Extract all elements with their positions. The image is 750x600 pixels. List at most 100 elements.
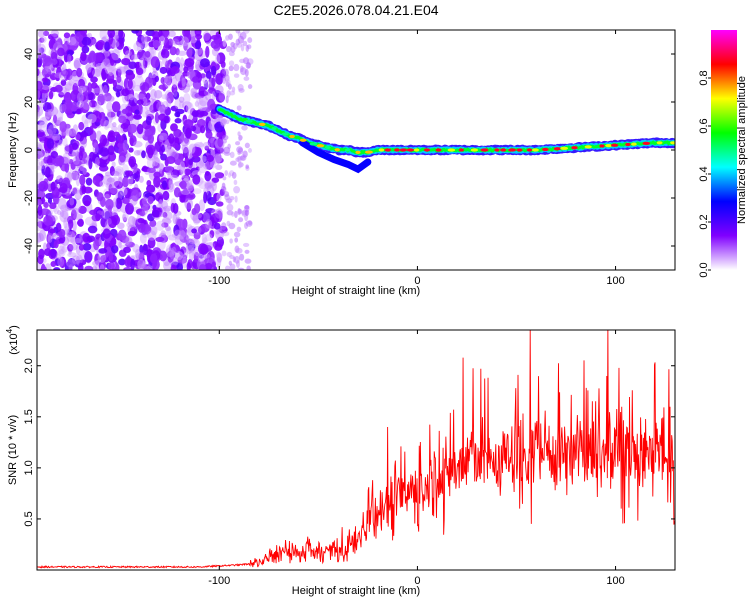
spectrogram-noise-cell [99, 264, 105, 270]
spectrogram-noise-cell [92, 260, 100, 267]
spectrogram-noise-cell [97, 252, 107, 263]
spectrogram-noise-cell [116, 222, 125, 230]
spectrogram-noise-cell [162, 216, 170, 224]
spectrogram-noise-cell [174, 229, 182, 240]
spectrogram-noise-cell [66, 199, 77, 209]
colorbar-tick-label: 0.2 [698, 214, 710, 229]
spectrogram-noise-cell [184, 105, 189, 113]
spectrogram-noise-cell [161, 57, 168, 66]
spectrogram-noise-cell [211, 47, 219, 57]
spectrogram-y-tick-label: -40 [23, 238, 35, 254]
spectrogram-noise-cell [197, 100, 208, 112]
spectrogram-noise-cell [79, 174, 86, 186]
spectrogram-noise-cell [78, 205, 87, 214]
spectrogram-noise-cell [50, 151, 59, 159]
spectrogram-noise-cell [184, 197, 193, 210]
spectrogram-peak-cell [656, 141, 663, 145]
spectrogram-noise-cell [38, 180, 49, 192]
spectrogram-noise-cell [174, 111, 181, 118]
spectrogram-panel: -100 0 100 -40 -20 0 20 40 Height of straight … [7, 29, 676, 297]
spectrogram-noise-cell [37, 30, 45, 38]
spectrogram-noise-cell [64, 261, 73, 270]
spectrogram-noise-cell [173, 128, 182, 138]
spectrogram-noise-cell [74, 189, 82, 200]
spectrogram-noise-cell [161, 180, 168, 190]
spectrogram-noise-cell [245, 220, 253, 227]
spectrogram-noise-cell [180, 166, 186, 178]
spectrogram-noise-cell [82, 167, 88, 175]
spectrogram-noise-cell [43, 150, 49, 161]
spectrogram-noise-cell [170, 66, 180, 74]
spectrogram-noise-cell [236, 226, 242, 232]
spectrogram-noise-cell [183, 119, 194, 129]
spectrogram-noise-cell [203, 191, 208, 204]
spectrogram-noise-cell [125, 50, 132, 57]
spectrogram-noise-cell [215, 208, 224, 219]
spectrogram-noise-cell [237, 162, 242, 169]
spectrogram-noise-cell [120, 123, 129, 130]
spectrogram-peak-cell [271, 126, 277, 131]
spectrogram-peak-cell [299, 138, 307, 142]
spectrogram-noise-cell [141, 203, 149, 215]
spectrogram-noise-cell [173, 89, 178, 97]
spectrogram-noise-cell [197, 254, 205, 263]
spectrogram-noise-cell [87, 225, 98, 234]
spectrogram-noise-cell [50, 248, 57, 259]
spectrogram-noise-cell [215, 251, 222, 259]
spectrogram-noise-cell [126, 222, 131, 228]
spectrogram-noise-cell [60, 210, 65, 218]
spectrogram-peak-cell [553, 147, 561, 151]
spectrogram-noise-cell [133, 259, 143, 267]
spectrogram-noise-cell [228, 65, 234, 72]
spectrogram-noise-cell [172, 257, 179, 266]
spectrogram-noise-cell [160, 153, 168, 161]
spectrogram-noise-cell [160, 104, 167, 116]
spectrogram-noise-cell [134, 75, 144, 87]
spectrogram-peak-cell [355, 150, 361, 154]
spectrogram-noise-cell [227, 198, 232, 205]
spectrogram-noise-cell [58, 116, 63, 123]
spectrogram-noise-cell [125, 105, 133, 117]
spectrogram-noise-cell [245, 164, 249, 169]
spectrogram-noise-cell [109, 165, 115, 176]
spectrogram-y-tick-label: 20 [23, 96, 35, 108]
spectrogram-noise-cell [123, 266, 132, 270]
spectrogram-noise-cell [76, 108, 82, 115]
spectrogram-noise-cell [38, 47, 45, 54]
spectrogram-noise-cell [209, 119, 215, 132]
spectrogram-noise-cell [58, 249, 65, 255]
snr-y-tick-label: 1.0 [23, 460, 35, 475]
spectrogram-peak-cell [571, 146, 578, 150]
spectrogram-noise-cell [70, 191, 75, 197]
spectrogram-noise-cell [150, 89, 157, 101]
spectrogram-noise-cell [244, 249, 250, 254]
spectrogram-noise-cell [60, 70, 69, 77]
spectrogram-noise-cell [88, 72, 94, 79]
spectrogram-noise-cell [182, 71, 190, 77]
spectrogram-noise-cell [182, 256, 188, 269]
spectrogram-noise-cell [128, 195, 138, 206]
snr-x-tick-label: 100 [606, 575, 624, 587]
spectrogram-noise-cell [131, 30, 140, 34]
spectrogram-noise-cell [147, 237, 156, 249]
spectrogram-noise-cell [172, 213, 178, 225]
spectrogram-noise-cell [61, 208, 69, 220]
spectrogram-noise-cell [78, 121, 85, 131]
snr-x-tick-label: 0 [414, 575, 420, 587]
spectrogram-noise-cell [150, 56, 160, 68]
spectrogram-noise-cell [217, 136, 224, 148]
colorbar-tick-label: 0.4 [698, 166, 710, 181]
spectrogram-peak-cell [458, 148, 464, 152]
spectrogram-noise-cell [37, 105, 40, 113]
spectrogram-noise-cell [117, 68, 122, 77]
spectrogram-noise-cell [141, 262, 147, 270]
spectrogram-noise-cell [81, 151, 88, 159]
spectrogram-noise-cell [102, 36, 107, 42]
spectrogram-noise-cell [51, 58, 58, 65]
spectrogram-noise-cell [54, 155, 65, 166]
spectrogram-noise-cell [193, 251, 200, 263]
spectrogram-noise-cell [205, 70, 212, 79]
spectrogram-noise-cell [137, 34, 145, 43]
spectrogram-noise-cell [64, 144, 70, 155]
spectrogram-noise-cell [180, 139, 189, 147]
